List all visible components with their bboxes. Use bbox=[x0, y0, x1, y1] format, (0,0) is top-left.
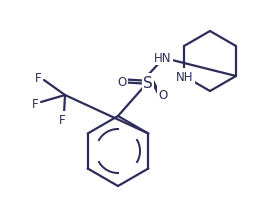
Text: O: O bbox=[117, 75, 127, 88]
Text: O: O bbox=[158, 88, 168, 101]
Text: HN: HN bbox=[154, 51, 172, 64]
Text: NH: NH bbox=[176, 70, 194, 83]
Text: F: F bbox=[35, 71, 41, 84]
Text: F: F bbox=[32, 98, 38, 111]
Text: F: F bbox=[59, 113, 65, 126]
Text: S: S bbox=[143, 75, 153, 90]
